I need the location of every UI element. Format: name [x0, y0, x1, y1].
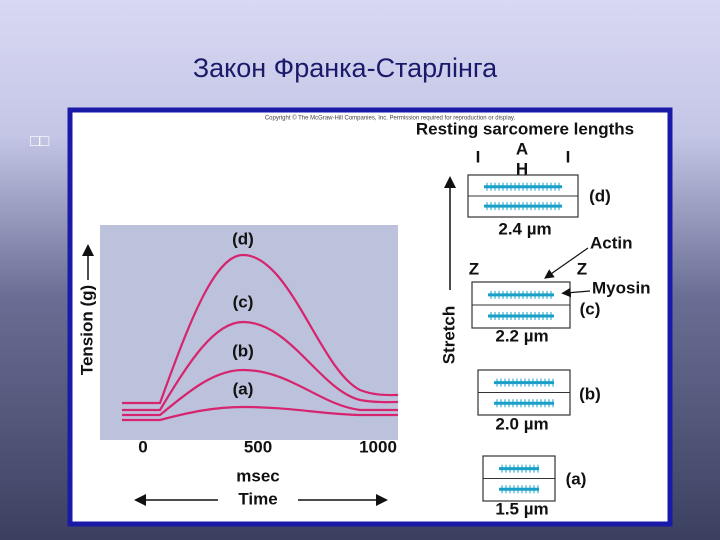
filament-heads	[496, 378, 554, 387]
placeholder: □□	[30, 133, 50, 150]
item-length: 2.2 µm	[495, 326, 548, 345]
band-label: H	[516, 159, 528, 178]
item-length: 2.0 µm	[495, 414, 548, 433]
myosin-label: Myosin	[592, 278, 651, 297]
stretch-label: Stretch	[439, 306, 458, 365]
sarcomere-diagrams	[467, 174, 579, 502]
item-label: (c)	[580, 299, 601, 318]
x-label: Time	[238, 489, 277, 508]
item-length: 1.5 µm	[495, 499, 548, 518]
band-label: A	[516, 139, 528, 158]
curve-label: (b)	[232, 341, 254, 360]
x-tick-label: 500	[244, 437, 272, 456]
filament-heads	[490, 290, 552, 299]
curve	[122, 405, 398, 422]
item-label: (d)	[589, 186, 611, 205]
curve-label: (c)	[233, 292, 254, 311]
actin-label: Actin	[590, 233, 633, 252]
curves	[122, 253, 399, 422]
curve-label: (a)	[233, 379, 254, 398]
z-label: Z	[577, 259, 587, 278]
filament-heads	[496, 399, 554, 408]
copyright: Copyright © The McGraw-Hill Companies, I…	[265, 115, 516, 122]
x-tick-label: 0	[138, 437, 147, 456]
plot-area	[100, 225, 398, 440]
curve	[122, 320, 399, 412]
filament-heads	[486, 202, 560, 211]
arrow	[544, 247, 589, 279]
filament-heads	[501, 464, 539, 473]
filament-heads	[490, 312, 552, 321]
item-label: (b)	[579, 384, 601, 403]
filament-heads	[486, 182, 560, 191]
x-unit: msec	[236, 466, 279, 485]
band-label: I	[566, 147, 571, 166]
arrow	[561, 287, 591, 298]
x-tick-label: 1000	[359, 437, 397, 456]
filament-heads	[501, 485, 539, 494]
curve	[122, 253, 399, 405]
slide-title: Закон Франка-Старлінга	[193, 53, 498, 83]
band-label: I	[476, 147, 481, 166]
z-label: Z	[469, 259, 479, 278]
curve	[122, 368, 398, 417]
curve-label: (d)	[232, 229, 254, 248]
item-length: 2.4 µm	[498, 219, 551, 238]
y-label: Tension (g)	[77, 285, 96, 375]
item-label: (a)	[566, 469, 587, 488]
sarcomere-title: Resting sarcomere lengths	[416, 119, 634, 138]
